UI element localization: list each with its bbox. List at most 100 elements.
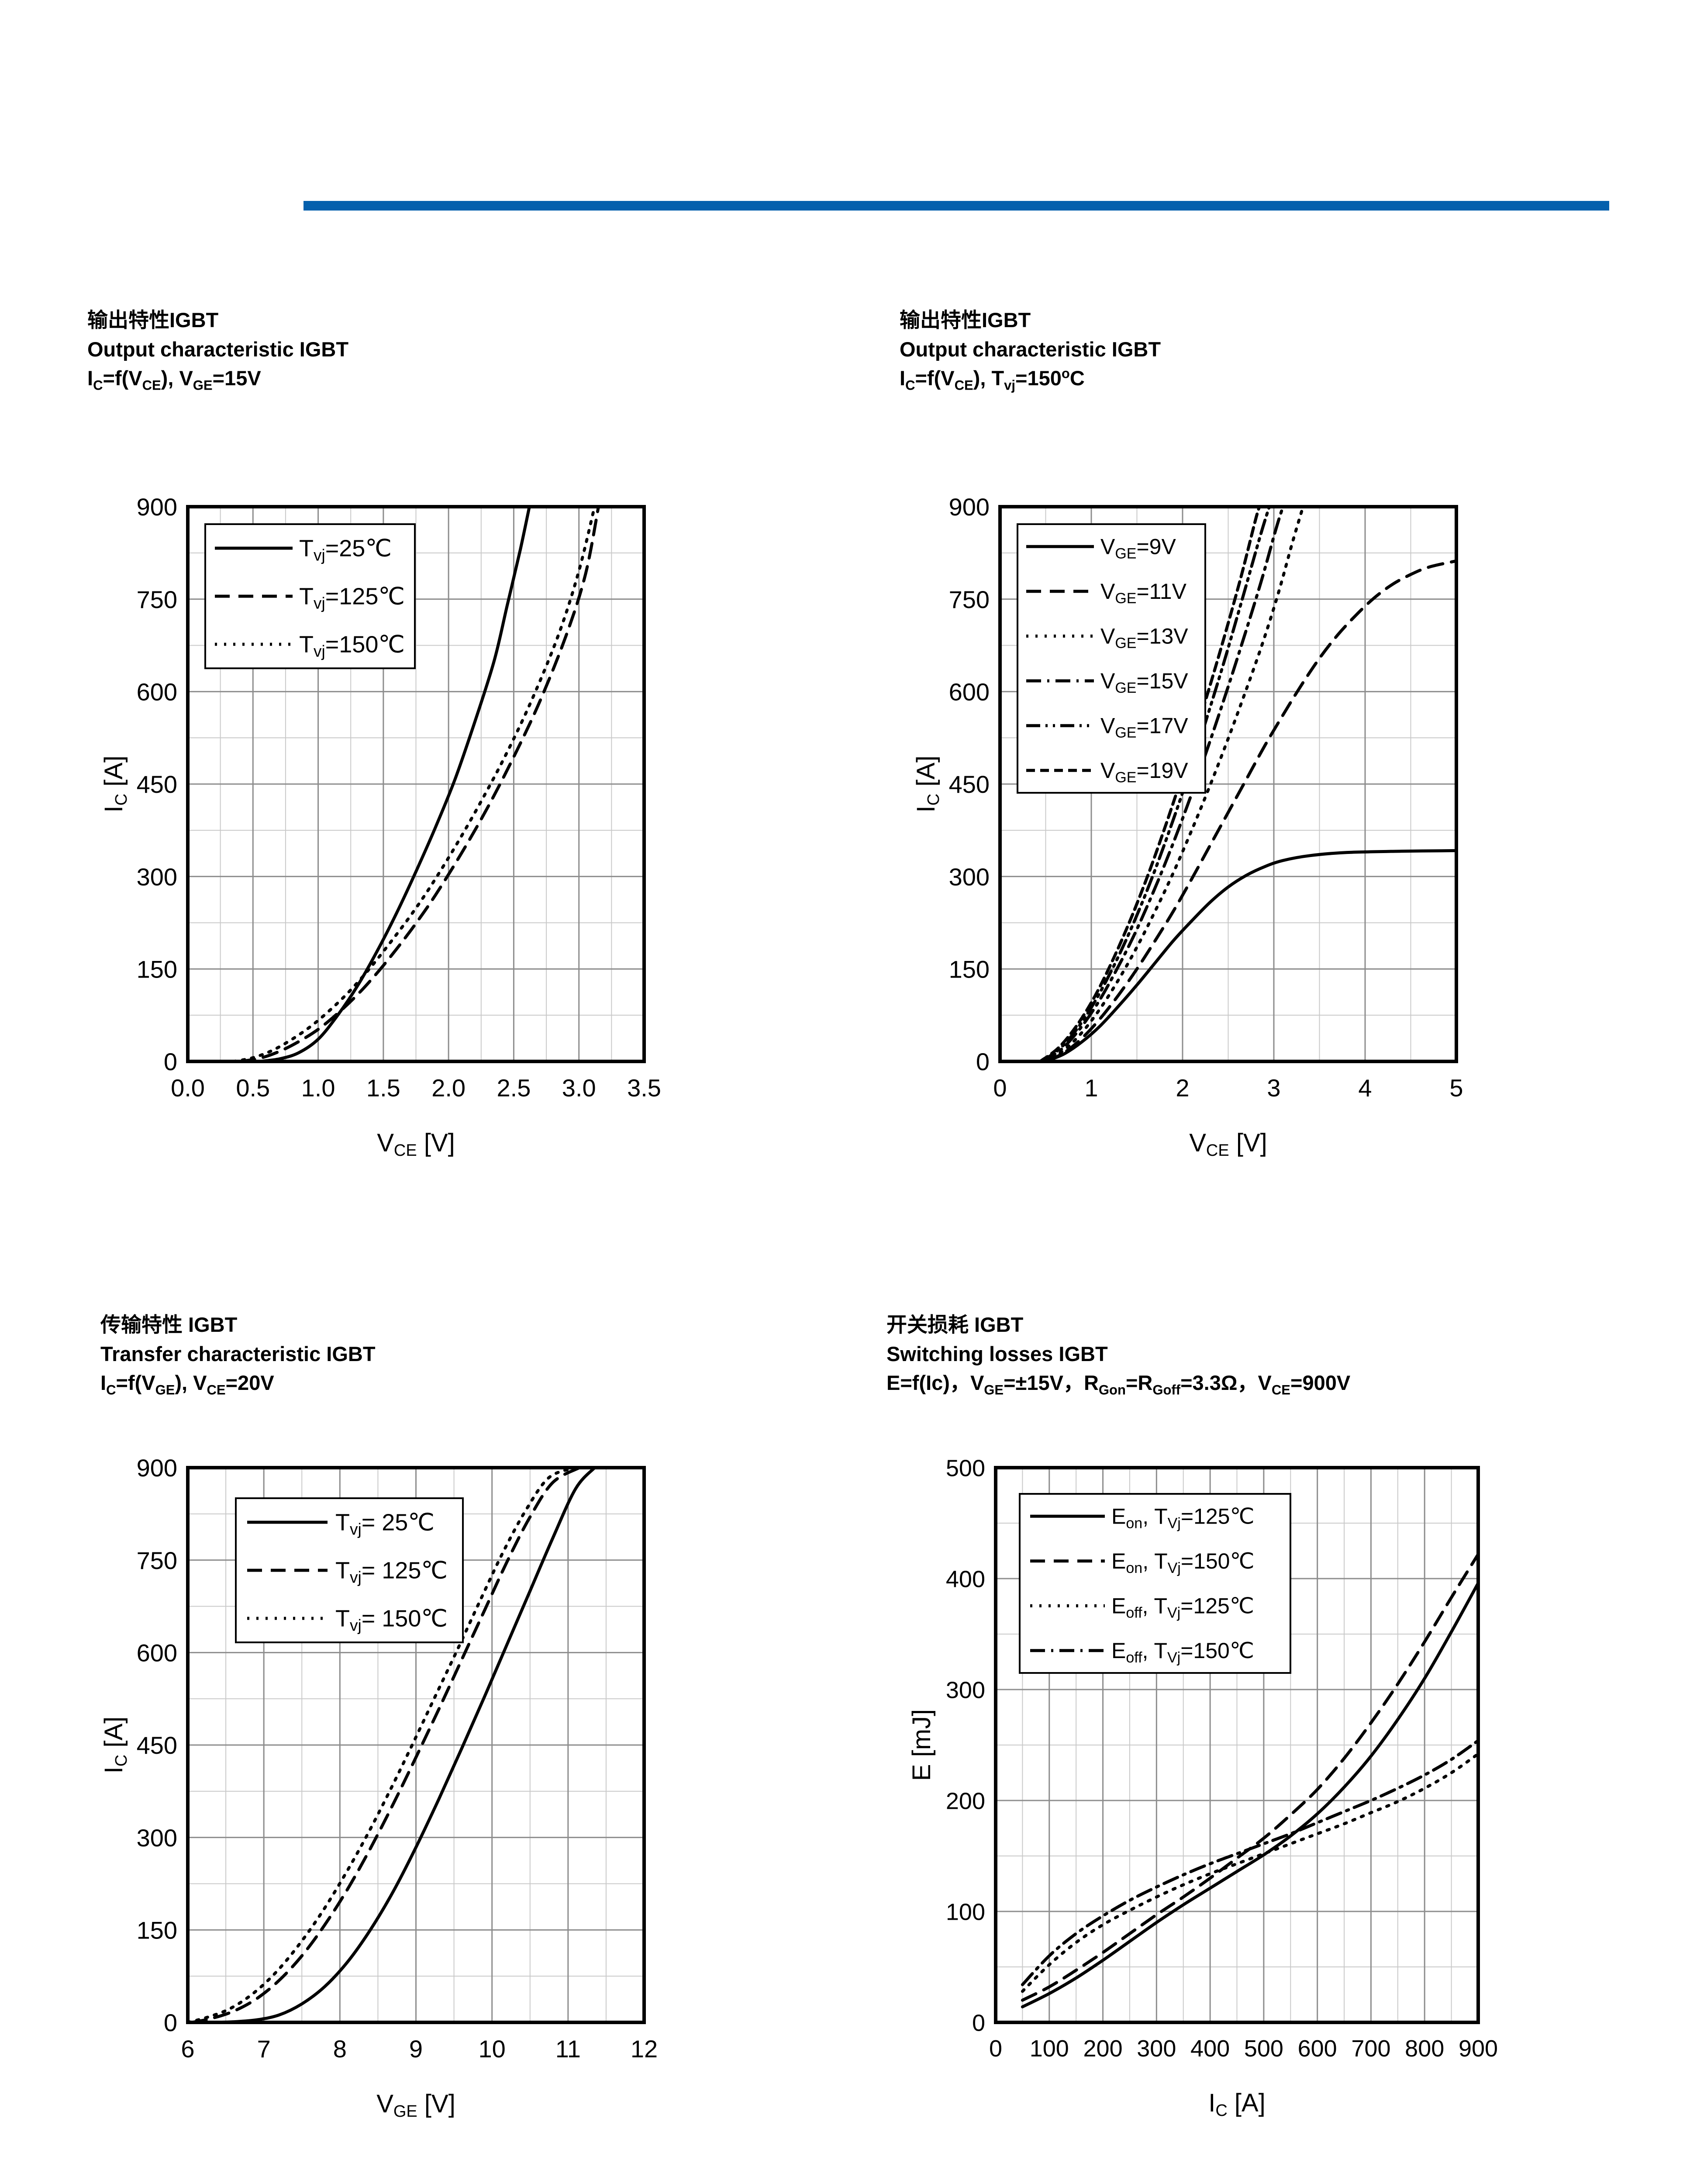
svg-text:Tvj=125℃: Tvj=125℃: [299, 583, 405, 612]
svg-text:12: 12: [631, 2035, 658, 2063]
svg-text:5: 5: [1449, 1074, 1463, 1102]
svg-text:3.0: 3.0: [562, 1074, 596, 1102]
svg-text:500: 500: [1244, 2035, 1283, 2062]
svg-text:6: 6: [181, 2035, 194, 2063]
svg-text:VGE=17V: VGE=17V: [1100, 713, 1188, 741]
svg-text:400: 400: [1190, 2035, 1230, 2062]
svg-text:0: 0: [993, 1074, 1007, 1102]
chart-output-tvj150: 0 1 2 3 4 5 0 150 300 450 600 750 900 VCE [V] IC [A] VG…: [900, 489, 1480, 1206]
svg-text:7: 7: [257, 2035, 271, 2063]
panel-condition-1: IC=f(VCE), VGE=15V: [87, 366, 261, 393]
svg-text:100: 100: [1030, 2035, 1069, 2062]
panel-title-cn-4: 开关损耗 IGBT: [886, 1313, 1024, 1336]
svg-text:900: 900: [137, 493, 177, 521]
svg-text:11: 11: [555, 2035, 581, 2063]
svg-text:IC [A]: IC [A]: [912, 756, 943, 813]
svg-text:VCE [V]: VCE [V]: [377, 1129, 455, 1160]
svg-text:0.5: 0.5: [236, 1074, 270, 1102]
panel-title-en-2: Output characteristic IGBT: [900, 337, 1161, 361]
svg-text:E [mJ]: E [mJ]: [907, 1709, 936, 1781]
panel-caption-output-tvj150: 输出特性IGBT Output characteristic IGBT IC=f…: [900, 306, 1161, 395]
svg-text:4: 4: [1358, 1074, 1372, 1102]
svg-text:900: 900: [949, 493, 990, 521]
svg-text:600: 600: [949, 678, 990, 705]
svg-text:Tvj=150℃: Tvj=150℃: [299, 631, 405, 660]
svg-text:0: 0: [164, 1048, 177, 1075]
svg-text:Eoff, TVj=125℃: Eoff, TVj=125℃: [1111, 1593, 1254, 1621]
panel-condition-3: IC=f(VGE), VCE=20V: [100, 1371, 274, 1398]
svg-text:450: 450: [137, 1731, 177, 1759]
panel-condition-4: E=f(Ic)，VGE=±15V，RGon=RGoff=3.3Ω，VCE=900…: [886, 1371, 1351, 1398]
svg-text:450: 450: [137, 771, 177, 798]
svg-text:600: 600: [137, 678, 177, 705]
svg-text:Tvj=25℃: Tvj=25℃: [299, 535, 392, 564]
svg-text:0: 0: [989, 2035, 1002, 2062]
svg-text:1.0: 1.0: [301, 1074, 335, 1102]
svg-text:IC [A]: IC [A]: [100, 756, 131, 813]
svg-text:0.0: 0.0: [171, 1074, 205, 1102]
svg-text:500: 500: [946, 1455, 985, 1481]
svg-text:VGE=19V: VGE=19V: [1100, 758, 1188, 786]
svg-text:Eoff, TVj=150℃: Eoff, TVj=150℃: [1111, 1638, 1254, 1666]
chart-transfer: 6 7 8 9 10 11 12 0 150 300 450 600 750 900 VGE [V] IC […: [87, 1450, 668, 2167]
panel-title-en-3: Transfer characteristic IGBT: [100, 1342, 376, 1365]
panel-caption-switching-losses: 开关损耗 IGBT Switching losses IGBT E=f(Ic)，…: [886, 1310, 1350, 1400]
svg-text:300: 300: [946, 1677, 985, 1703]
panel-title-en-1: Output characteristic IGBT: [87, 337, 349, 361]
svg-text:900: 900: [137, 1454, 177, 1482]
svg-text:300: 300: [137, 863, 177, 891]
panel-caption-transfer: 传输特性 IGBT Transfer characteristic IGBT I…: [100, 1310, 376, 1400]
svg-text:300: 300: [1137, 2035, 1176, 2062]
panel-condition-2: IC=f(VCE), Tvj=150oC: [900, 366, 1085, 393]
svg-text:300: 300: [949, 863, 990, 891]
svg-text:Tvj= 125℃: Tvj= 125℃: [335, 1557, 448, 1586]
svg-text:1: 1: [1084, 1074, 1098, 1102]
svg-text:IC [A]: IC [A]: [100, 1717, 131, 1774]
svg-text:0: 0: [164, 2009, 177, 2036]
panel-title-cn-3: 传输特性 IGBT: [100, 1313, 238, 1336]
svg-text:600: 600: [1298, 2035, 1337, 2062]
chart-output-vge15: 0.0 0.5 1.0 1.5 2.0 2.5 3.0 3.5 0 150 300 450 600 750…: [87, 489, 668, 1206]
svg-text:Tvj= 25℃: Tvj= 25℃: [335, 1509, 435, 1538]
svg-text:0: 0: [972, 2010, 985, 2036]
svg-text:9: 9: [409, 2035, 423, 2063]
svg-text:2.5: 2.5: [497, 1074, 531, 1102]
svg-text:VGE [V]: VGE [V]: [376, 2090, 455, 2121]
svg-text:2.0: 2.0: [431, 1074, 466, 1102]
svg-text:750: 750: [137, 586, 177, 613]
svg-text:900: 900: [1459, 2035, 1498, 2062]
svg-text:10: 10: [479, 2035, 506, 2063]
svg-text:400: 400: [946, 1566, 985, 1592]
svg-text:3.5: 3.5: [627, 1074, 661, 1102]
svg-text:VGE=13V: VGE=13V: [1100, 624, 1188, 651]
header-rule: [304, 201, 1609, 211]
svg-text:200: 200: [1083, 2035, 1123, 2062]
svg-text:450: 450: [949, 771, 990, 798]
svg-text:800: 800: [1405, 2035, 1444, 2062]
svg-text:IC [A]: IC [A]: [1208, 2089, 1266, 2120]
svg-text:300: 300: [137, 1824, 177, 1852]
svg-text:Eon, TVj=125℃: Eon, TVj=125℃: [1111, 1504, 1255, 1531]
svg-text:150: 150: [137, 1916, 177, 1944]
panel-title-en-4: Switching losses IGBT: [886, 1342, 1108, 1365]
svg-text:VGE=15V: VGE=15V: [1100, 669, 1188, 696]
svg-text:100: 100: [946, 1899, 985, 1925]
svg-text:150: 150: [137, 955, 177, 983]
svg-text:0: 0: [976, 1048, 990, 1075]
svg-text:VGE=9V: VGE=9V: [1100, 534, 1176, 562]
svg-text:Eon, TVj=150℃: Eon, TVj=150℃: [1111, 1549, 1255, 1576]
svg-text:Tvj= 150℃: Tvj= 150℃: [335, 1605, 448, 1634]
svg-text:200: 200: [946, 1788, 985, 1814]
svg-text:600: 600: [137, 1639, 177, 1666]
svg-text:150: 150: [949, 955, 990, 983]
panel-title-cn-2: 输出特性IGBT: [900, 308, 1031, 332]
svg-text:750: 750: [137, 1547, 177, 1574]
svg-text:2: 2: [1176, 1074, 1189, 1102]
svg-text:1.5: 1.5: [366, 1074, 400, 1102]
chart-switching-losses: 0 100 200 300 400 500 600 700 800 900 0 100 200 300 40…: [886, 1450, 1498, 2167]
panel-title-cn-1: 输出特性IGBT: [87, 308, 219, 332]
svg-text:700: 700: [1351, 2035, 1390, 2062]
svg-text:3: 3: [1267, 1074, 1280, 1102]
svg-text:VCE [V]: VCE [V]: [1189, 1129, 1267, 1160]
panel-caption-output-vge15: 输出特性IGBT Output characteristic IGBT IC=f…: [87, 306, 348, 395]
